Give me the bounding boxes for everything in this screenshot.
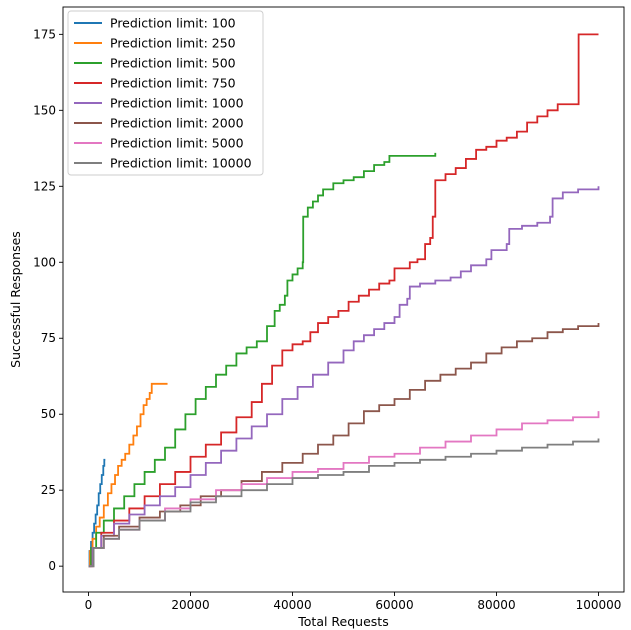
legend-label: Prediction limit: 2000 <box>110 116 244 131</box>
y-axis-label: Successful Responses <box>8 231 23 368</box>
series-line-2 <box>88 382 168 568</box>
series-line-7 <box>88 411 600 568</box>
x-tick-label: 60000 <box>375 598 413 612</box>
legend-label: Prediction limit: 5000 <box>110 136 244 151</box>
series-line-1 <box>88 458 106 568</box>
x-tick-label: 80000 <box>477 598 515 612</box>
legend-label: Prediction limit: 100 <box>110 16 236 31</box>
x-axis-label: Total Requests <box>297 614 388 629</box>
x-tick-label: 40000 <box>273 598 311 612</box>
y-tick-label: 50 <box>41 407 56 421</box>
y-tick-label: 175 <box>33 27 56 41</box>
legend-box <box>67 10 264 176</box>
x-tick-label: 100000 <box>576 598 622 612</box>
series-line-5 <box>88 186 600 568</box>
y-tick-label: 0 <box>48 559 56 573</box>
series-line-8 <box>88 438 600 568</box>
series-line-4 <box>88 33 599 568</box>
x-tick-label: 0 <box>85 598 93 612</box>
legend-label: Prediction limit: 1000 <box>110 96 244 111</box>
y-tick-label: 25 <box>41 483 56 497</box>
y-axis-ticks: 0 25 50 75 100 125 150 175 <box>33 27 63 573</box>
y-tick-label: 125 <box>33 179 56 193</box>
legend: Prediction limit: 100 Prediction limit: 2… <box>67 10 264 176</box>
y-tick-label: 150 <box>33 103 56 117</box>
y-tick-label: 75 <box>41 331 56 345</box>
y-tick-label: 100 <box>33 255 56 269</box>
series-layer <box>88 33 600 568</box>
x-axis-ticks: 0 20000 40000 60000 80000 100000 <box>85 592 622 612</box>
x-tick-label: 20000 <box>171 598 209 612</box>
legend-label: Prediction limit: 250 <box>110 36 236 51</box>
axes-frame <box>62 6 625 593</box>
legend-label: Prediction limit: 10000 <box>110 156 252 171</box>
legend-label: Prediction limit: 750 <box>110 76 236 91</box>
series-line-3 <box>88 152 437 568</box>
legend-label: Prediction limit: 500 <box>110 56 236 71</box>
